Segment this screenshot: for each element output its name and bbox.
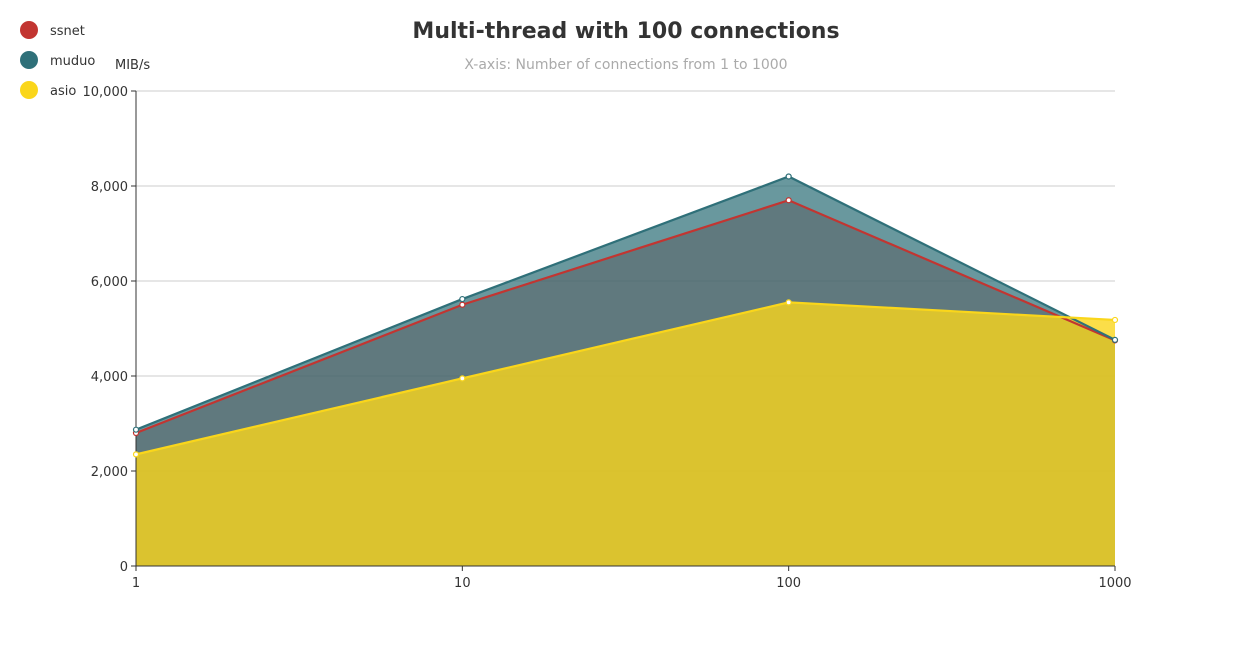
series-line-ssnet xyxy=(135,199,1116,435)
series-area-asio xyxy=(136,302,1115,566)
y-tick-label: 10,000 xyxy=(83,85,129,100)
y-tick-label: 0 xyxy=(120,560,128,575)
x-tick-label: 1000 xyxy=(1098,576,1131,591)
axes xyxy=(131,90,1116,571)
data-point-asio[interactable] xyxy=(459,375,466,382)
legend-item-asio[interactable]: asio xyxy=(20,81,76,99)
data-point-asio[interactable] xyxy=(1111,316,1119,324)
y-tick-label: 4,000 xyxy=(91,370,128,385)
x-tick-label: 1 xyxy=(132,576,140,591)
y-axis-unit-label: MIB/s xyxy=(115,58,150,73)
y-tick-label: 2,000 xyxy=(91,465,128,480)
legend-marker-ssnet xyxy=(20,21,38,39)
legend-marker-asio xyxy=(20,81,38,99)
data-point-muduo[interactable] xyxy=(785,173,792,180)
y-tick-label: 8,000 xyxy=(91,180,128,195)
chart-title: Multi-thread with 100 connections xyxy=(412,19,839,44)
data-point-asio[interactable] xyxy=(132,451,140,458)
legend-item-ssnet[interactable]: ssnet xyxy=(20,21,85,39)
legend-label-ssnet: ssnet xyxy=(50,24,85,39)
data-point-muduo[interactable] xyxy=(132,426,140,433)
series-lines xyxy=(135,175,1116,456)
legend-item-muduo[interactable]: muduo xyxy=(20,51,95,69)
series-line-muduo xyxy=(135,175,1116,431)
chart-subtitle: X-axis: Number of connections from 1 to … xyxy=(464,57,787,73)
data-point-ssnet[interactable] xyxy=(459,301,466,308)
data-points xyxy=(132,173,1119,458)
legend: ssnet muduo asio xyxy=(20,21,95,99)
legend-label-muduo: muduo xyxy=(50,54,95,69)
legend-marker-muduo xyxy=(20,51,38,69)
data-point-asio[interactable] xyxy=(785,299,792,306)
tick-labels: 0 2,000 4,000 6,000 8,000 10,000 1 10 100 1000 xyxy=(83,85,1132,591)
legend-label-asio: asio xyxy=(50,84,76,99)
data-point-muduo[interactable] xyxy=(1111,336,1119,343)
y-tick-label: 6,000 xyxy=(91,275,128,290)
x-tick-label: 100 xyxy=(776,576,801,591)
data-point-ssnet[interactable] xyxy=(785,197,792,204)
data-point-muduo[interactable] xyxy=(459,295,466,303)
series-areas xyxy=(136,176,1115,566)
series-line-asio xyxy=(135,301,1116,456)
x-tick-label: 10 xyxy=(454,576,471,591)
